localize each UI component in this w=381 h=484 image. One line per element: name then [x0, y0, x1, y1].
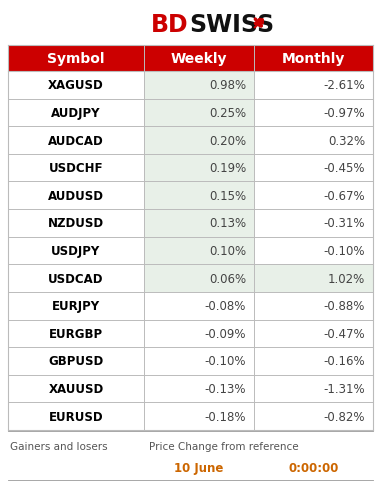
- Text: -0.88%: -0.88%: [323, 300, 365, 313]
- Bar: [8, 99, 373, 127]
- Text: -0.45%: -0.45%: [323, 162, 365, 175]
- Text: 0.15%: 0.15%: [209, 189, 246, 202]
- Text: 0.32%: 0.32%: [328, 134, 365, 147]
- Text: Gainers and losers: Gainers and losers: [10, 441, 107, 451]
- Text: 0.98%: 0.98%: [209, 79, 246, 92]
- Bar: [8, 320, 373, 348]
- Text: BD: BD: [151, 13, 189, 37]
- Bar: [8, 127, 373, 154]
- Bar: [144, 237, 254, 265]
- Text: -0.97%: -0.97%: [323, 106, 365, 120]
- Text: NZDUSD: NZDUSD: [48, 217, 104, 230]
- Text: -0.13%: -0.13%: [205, 382, 246, 395]
- Text: Monthly: Monthly: [282, 52, 345, 66]
- Bar: [8, 72, 373, 99]
- Bar: [8, 265, 373, 292]
- Text: -0.16%: -0.16%: [323, 355, 365, 368]
- Text: 1.02%: 1.02%: [328, 272, 365, 285]
- Text: USDCHF: USDCHF: [49, 162, 103, 175]
- Text: ↗: ↗: [251, 16, 266, 34]
- Bar: [8, 154, 373, 182]
- Bar: [8, 375, 373, 403]
- Text: -1.31%: -1.31%: [323, 382, 365, 395]
- Text: 10 June: 10 June: [174, 462, 224, 474]
- Bar: [144, 265, 254, 292]
- Text: 0.06%: 0.06%: [209, 272, 246, 285]
- Text: EURJPY: EURJPY: [52, 300, 100, 313]
- Text: AUDCAD: AUDCAD: [48, 134, 104, 147]
- Text: -0.67%: -0.67%: [323, 189, 365, 202]
- Bar: [8, 403, 373, 430]
- Text: Symbol: Symbol: [47, 52, 105, 66]
- Text: -0.09%: -0.09%: [205, 327, 246, 340]
- Bar: [144, 72, 254, 99]
- Text: Price Change from reference: Price Change from reference: [149, 441, 299, 451]
- Text: AUDUSD: AUDUSD: [48, 189, 104, 202]
- Text: EURUSD: EURUSD: [49, 410, 103, 423]
- Bar: [8, 348, 373, 375]
- Text: -0.08%: -0.08%: [205, 300, 246, 313]
- Text: -0.10%: -0.10%: [323, 244, 365, 257]
- Text: XAGUSD: XAGUSD: [48, 79, 104, 92]
- Bar: [8, 210, 373, 237]
- Text: -0.31%: -0.31%: [323, 217, 365, 230]
- Bar: [8, 46, 373, 72]
- Bar: [144, 210, 254, 237]
- Text: -2.61%: -2.61%: [323, 79, 365, 92]
- Bar: [8, 292, 373, 320]
- Text: 0.10%: 0.10%: [209, 244, 246, 257]
- Bar: [254, 265, 373, 292]
- Text: -0.10%: -0.10%: [205, 355, 246, 368]
- Text: 0.19%: 0.19%: [209, 162, 246, 175]
- Text: -0.18%: -0.18%: [205, 410, 246, 423]
- Text: EURGBP: EURGBP: [49, 327, 103, 340]
- Text: 0.13%: 0.13%: [209, 217, 246, 230]
- Text: SWISS: SWISS: [189, 13, 275, 37]
- Bar: [8, 237, 373, 265]
- Text: GBPUSD: GBPUSD: [48, 355, 104, 368]
- Text: -0.47%: -0.47%: [323, 327, 365, 340]
- Text: 0.20%: 0.20%: [209, 134, 246, 147]
- Text: USDCAD: USDCAD: [48, 272, 104, 285]
- Bar: [144, 182, 254, 210]
- Bar: [144, 127, 254, 154]
- Text: USDJPY: USDJPY: [51, 244, 101, 257]
- Bar: [8, 182, 373, 210]
- Text: 0:00:00: 0:00:00: [288, 462, 339, 474]
- Text: AUDJPY: AUDJPY: [51, 106, 101, 120]
- Text: -0.82%: -0.82%: [323, 410, 365, 423]
- Text: 0.25%: 0.25%: [209, 106, 246, 120]
- Text: XAUUSD: XAUUSD: [48, 382, 104, 395]
- Text: Weekly: Weekly: [171, 52, 227, 66]
- Bar: [144, 154, 254, 182]
- Bar: [144, 99, 254, 127]
